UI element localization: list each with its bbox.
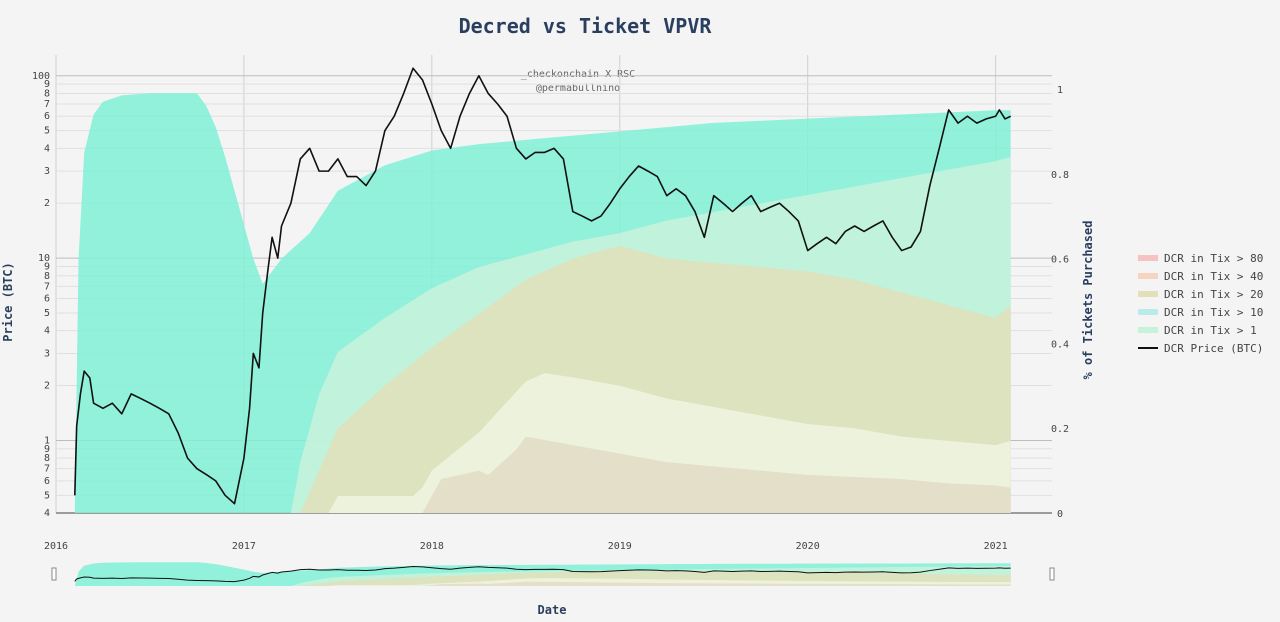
y-minor-tick-label: 9 [44,444,50,455]
legend-swatch [1138,273,1158,279]
y-minor-tick-label: 8 [44,453,50,464]
watermark-handle: @permabullnino [536,83,620,94]
x-axis-title: Date [538,603,567,617]
range-slider-price-line [74,565,1011,583]
range-slider-right-handle[interactable] [1049,567,1055,581]
x-tick-label: 2018 [420,541,444,552]
y-minor-tick-label: 6 [44,476,50,487]
legend: DCR in Tix > 80 DCR in Tix > 40 DCR in Tix… [1138,252,1263,355]
y-tick-label: 1 [44,435,50,446]
area-series-group [74,93,1011,514]
y2-tick-label: 1 [1057,85,1063,96]
x-axis-ticks: 2016 2017 2018 2019 2020 2021 [44,541,1008,552]
legend-swatch [1138,327,1158,333]
y-tick-label: 100 [32,71,50,82]
x-tick-label: 2020 [796,541,820,552]
chart-title: Decred vs Ticket VPVR [459,14,713,38]
legend-label: DCR in Tix > 80 [1164,252,1263,265]
range-slider-area [422,581,1011,586]
y-minor-tick-label: 5 [44,126,50,137]
y-minor-tick-label: 3 [44,348,50,359]
y2-tick-label: 0.2 [1051,424,1069,435]
legend-label: DCR Price (BTC) [1164,342,1263,355]
y2-tick-label: 0.6 [1051,255,1069,266]
range-slider-areas [74,562,1011,586]
legend-label: DCR in Tix > 1 [1164,324,1257,337]
y-minor-tick-label: 4 [44,508,50,519]
legend-item: DCR in Tix > 80 [1138,252,1263,265]
price-line [73,67,1012,505]
y-minor-tick-label: 7 [44,281,50,292]
legend-label: DCR in Tix > 10 [1164,306,1263,319]
y-axis-title: Price (BTC) [1,262,15,341]
y-minor-tick-label: 2 [44,198,50,209]
range-slider[interactable] [51,560,1055,588]
legend-item: DCR Price (BTC) [1138,342,1263,355]
y-minor-tick-label: 5 [44,490,50,501]
range-slider-left-handle[interactable] [51,567,57,581]
y2-tick-label: 0 [1057,509,1063,520]
y-minor-tick-label: 2 [44,381,50,392]
watermark-author: _checkonchain X RSC [521,69,635,80]
y-minor-tick-label: 8 [44,271,50,282]
x-tick-label: 2017 [232,541,256,552]
y2-axis-ticks: 0 0.2 0.4 0.6 0.8 1 [1051,85,1069,520]
y-minor-tick-label: 4 [44,326,50,337]
y-minor-tick-label: 7 [44,464,50,475]
x-tick-label: 2019 [608,541,632,552]
y-minor-tick-label: 6 [44,111,50,122]
y-minor-tick-label: 9 [44,79,50,90]
range-slider-price [74,565,1011,583]
legend-item: DCR in Tix > 1 [1138,324,1257,337]
x-tick-label: 2016 [44,541,68,552]
y-minor-tick-label: 3 [44,166,50,177]
legend-item: DCR in Tix > 10 [1138,306,1263,319]
y-minor-tick-label: 7 [44,99,50,110]
y-minor-tick-label: 9 [44,261,50,272]
legend-label: DCR in Tix > 40 [1164,270,1263,283]
y-minor-tick-label: 6 [44,294,50,305]
area-series [422,436,1011,513]
y-minor-tick-label: 8 [44,88,50,99]
y-minor-tick-label: 4 [44,143,50,154]
y2-tick-label: 0.4 [1051,339,1069,350]
x-tick-label: 2021 [984,541,1008,552]
y2-axis-title: % of Tickets Purchased [1081,221,1095,380]
legend-item: DCR in Tix > 20 [1138,288,1263,301]
price-series-group [73,67,1012,505]
y-tick-label: 10 [38,253,50,264]
legend-swatch [1138,255,1158,261]
legend-item: DCR in Tix > 40 [1138,270,1263,283]
legend-swatch [1138,309,1158,315]
legend-swatch [1138,291,1158,297]
y-minor-tick-label: 5 [44,308,50,319]
legend-label: DCR in Tix > 20 [1164,288,1263,301]
y2-tick-label: 0.8 [1051,170,1069,181]
